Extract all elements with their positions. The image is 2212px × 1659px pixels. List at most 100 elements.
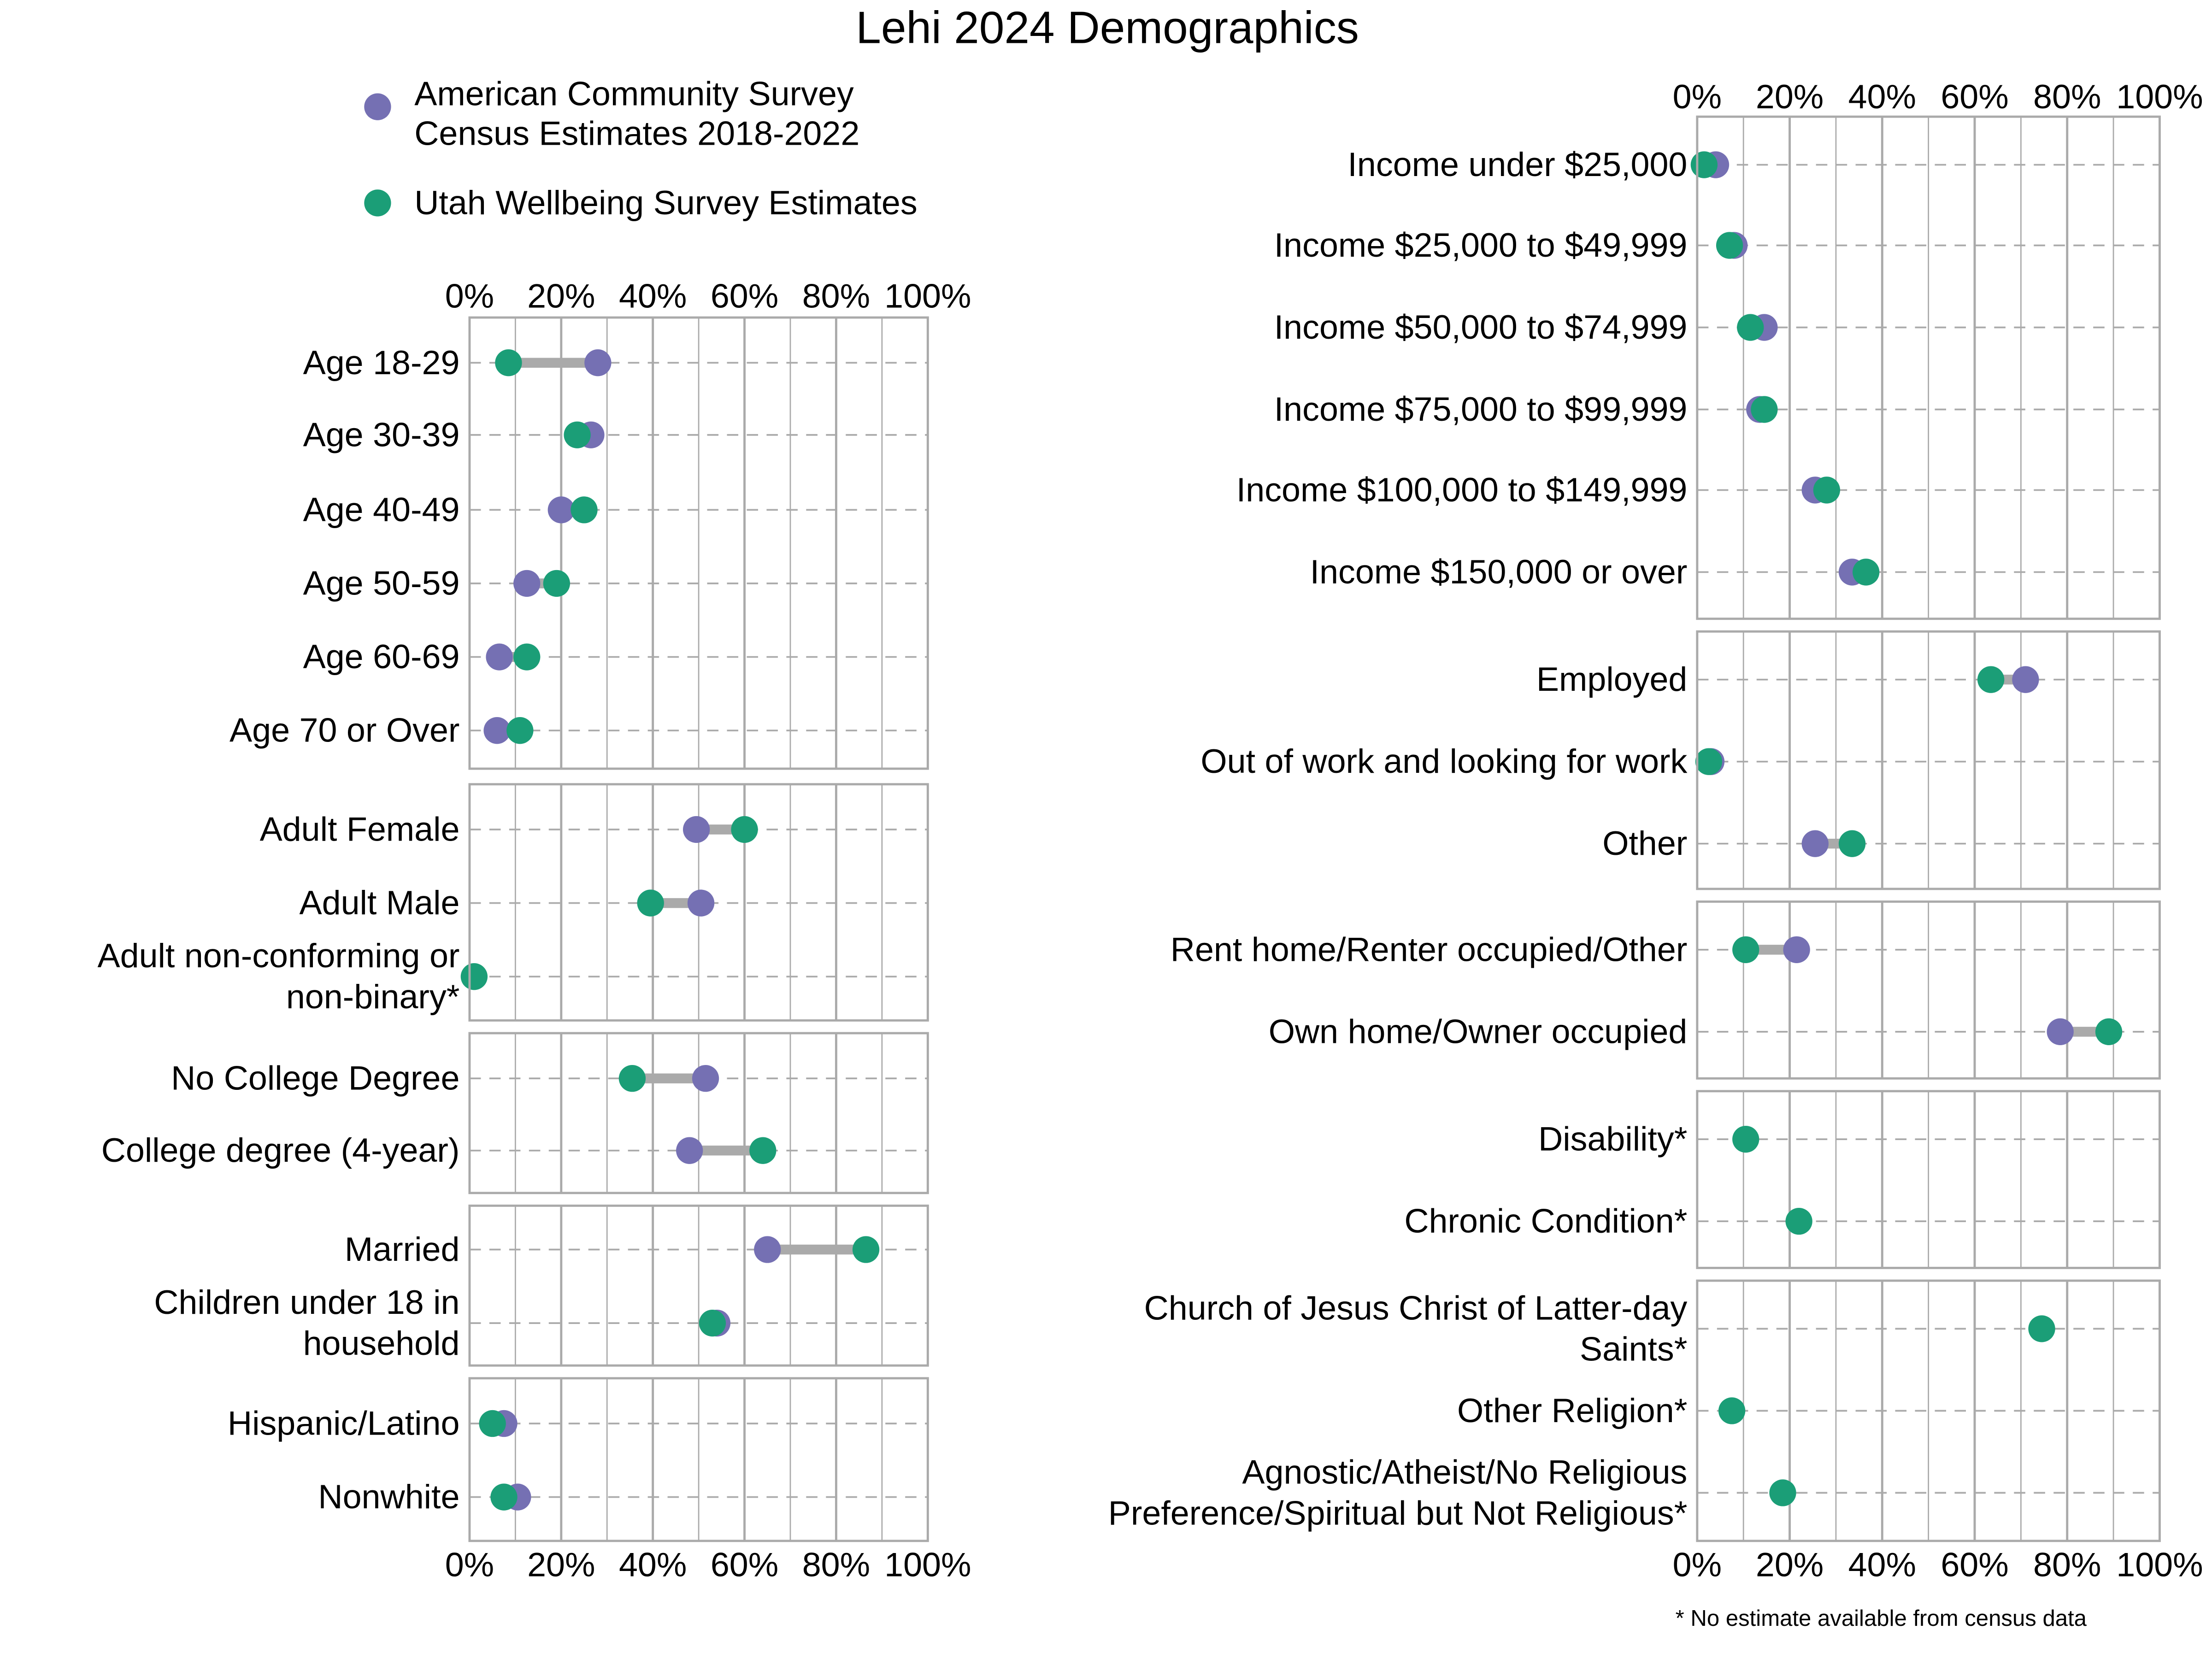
panel-border <box>468 783 929 1022</box>
panel <box>460 783 929 1022</box>
acs-point <box>682 816 710 843</box>
uws-point <box>1785 1207 1812 1235</box>
panel-border <box>1696 900 2161 1080</box>
category-label: Nonwhite <box>318 1477 459 1516</box>
legend-label-uws: Utah Wellbeing Survey Estimates <box>414 183 917 222</box>
acs-point <box>547 496 575 524</box>
acs-point <box>687 889 715 917</box>
category-label: Out of work and looking for work <box>1200 742 1687 780</box>
category-label: Adult non-conforming or non-binary* <box>98 936 460 1016</box>
category-label: Agnostic/Atheist/No Religious Preference/… <box>1108 1453 1688 1532</box>
uws-point <box>1690 151 1718 178</box>
category-label: Income $25,000 to $49,999 <box>1274 226 1688 264</box>
acs-point <box>2047 1018 2074 1046</box>
category-label: Church of Jesus Christ of Latter-day Sain… <box>1144 1288 1688 1368</box>
panel-border <box>468 316 929 770</box>
uws-point <box>1838 830 1866 857</box>
uws-point <box>2028 1315 2055 1342</box>
uws-point <box>479 1410 506 1437</box>
uws-point <box>506 717 534 744</box>
x-tick-label-top: 80% <box>802 277 870 315</box>
x-tick-label-bottom: 20% <box>527 1545 595 1583</box>
acs-point <box>513 570 541 597</box>
category-label: Age 18-29 <box>303 343 460 382</box>
uws-point <box>2095 1018 2123 1046</box>
x-tick-label-bottom: 40% <box>1848 1545 1916 1583</box>
uws-point <box>1732 1125 1759 1153</box>
category-label: Age 30-39 <box>303 415 460 453</box>
x-tick-label-top: 40% <box>1848 77 1916 116</box>
panel <box>468 316 929 770</box>
acs-point <box>483 717 511 744</box>
category-label: No College Degree <box>171 1059 459 1097</box>
chart-title: Lehi 2024 Demographics <box>856 2 1359 53</box>
x-tick-label-top: 0% <box>445 277 494 315</box>
category-label: Married <box>345 1230 460 1268</box>
panel-border <box>1696 630 2161 890</box>
uws-point <box>618 1065 646 1092</box>
category-label: Chronic Condition* <box>1404 1202 1687 1240</box>
panel-border <box>1696 1279 2161 1542</box>
category-label: Rent home/Renter occupied/Other <box>1171 930 1688 968</box>
x-tick-label-top: 100% <box>884 277 971 315</box>
uws-point <box>1977 666 2005 693</box>
panel <box>1696 1279 2161 1542</box>
acs-point <box>486 643 513 671</box>
x-tick-label-bottom: 40% <box>619 1545 687 1583</box>
uws-point <box>564 421 591 448</box>
uws-point <box>460 963 488 990</box>
uws-point <box>749 1137 777 1164</box>
uws-point <box>495 349 522 377</box>
panel-border <box>468 1204 929 1367</box>
acs-point <box>754 1236 781 1263</box>
uws-point <box>1813 477 1841 504</box>
panel <box>1696 1090 2161 1269</box>
x-tick-label-bottom: 100% <box>884 1545 971 1583</box>
category-label: College degree (4-year) <box>101 1131 460 1169</box>
x-tick-label-bottom: 80% <box>2033 1545 2101 1583</box>
x-tick-label-bottom: 0% <box>445 1545 494 1583</box>
panel <box>468 1032 929 1194</box>
uws-point <box>1718 1397 1746 1424</box>
panel-border <box>1696 1090 2161 1269</box>
uws-point <box>1769 1479 1796 1506</box>
x-tick-label-top: 100% <box>2116 77 2203 116</box>
acs-point <box>692 1065 719 1092</box>
uws-point <box>1751 396 1778 423</box>
category-label: Income $75,000 to $99,999 <box>1274 390 1688 428</box>
uws-point <box>1732 936 1759 964</box>
uws-point <box>637 889 664 917</box>
uws-point <box>543 570 571 597</box>
footnote: * No estimate available from census data <box>1676 1606 2087 1631</box>
acs-point <box>1783 936 1810 964</box>
x-tick-label-top: 20% <box>1756 77 1824 116</box>
category-label: Income $50,000 to $74,999 <box>1274 308 1688 346</box>
x-tick-label-top: 20% <box>527 277 595 315</box>
category-label: Children under 18 in household <box>154 1283 459 1362</box>
category-label: Age 60-69 <box>303 637 460 676</box>
x-tick-label-top: 60% <box>1941 77 2008 116</box>
legend-marker-acs <box>364 93 391 120</box>
category-label: Age 70 or Over <box>229 711 459 749</box>
acs-point <box>2012 666 2039 693</box>
x-tick-label-top: 40% <box>619 277 687 315</box>
acs-point <box>584 349 612 377</box>
panel <box>1696 900 2161 1080</box>
x-tick-label-top: 80% <box>2033 77 2101 116</box>
category-label: Adult Male <box>300 883 460 922</box>
category-label: Disability* <box>1538 1120 1687 1158</box>
category-label: Adult Female <box>260 810 460 848</box>
uws-point <box>490 1483 518 1511</box>
legend-marker-uws <box>364 189 391 217</box>
uws-point <box>852 1236 880 1263</box>
acs-point <box>1801 830 1829 857</box>
uws-point <box>1716 232 1743 259</box>
category-label: Other Religion* <box>1457 1391 1687 1430</box>
category-label: Hispanic/Latino <box>228 1404 460 1442</box>
legend-label-acs: American Community Survey Census Estimate… <box>414 75 859 153</box>
panel <box>468 1377 929 1542</box>
panel-border <box>468 1032 929 1194</box>
x-tick-label-bottom: 100% <box>2116 1545 2203 1583</box>
category-label: Age 50-59 <box>303 564 460 602</box>
